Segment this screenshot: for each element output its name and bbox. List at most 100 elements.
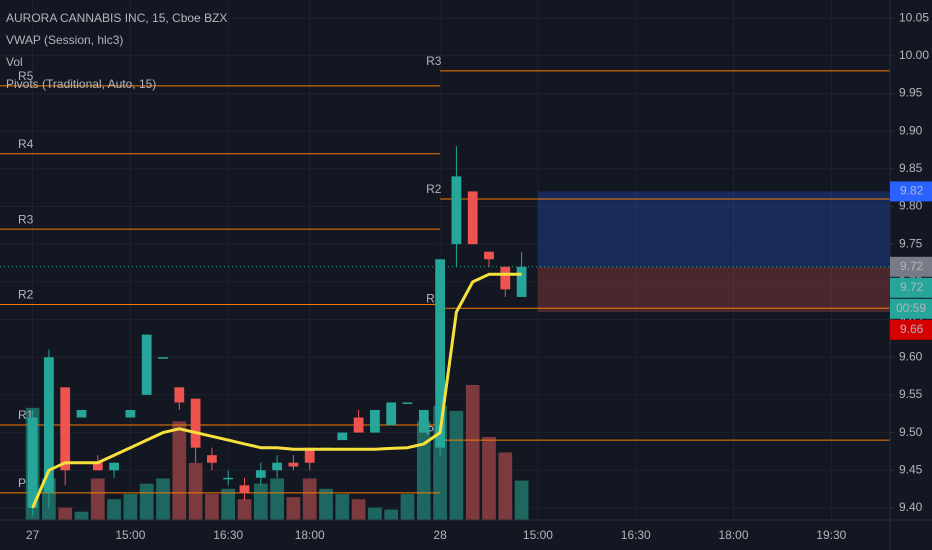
x-tick-label: 18:00 bbox=[295, 528, 325, 542]
candle-body bbox=[141, 334, 152, 395]
indicator-legend: Pivots (Traditional, Auto, 15) bbox=[6, 77, 156, 91]
price-tag-label: 9.72 bbox=[900, 280, 924, 294]
price-tag-label: 9.66 bbox=[900, 322, 924, 336]
volume-bar bbox=[286, 497, 301, 520]
chart-title: AURORA CANNABIS INC, 15, Cboe BZX bbox=[6, 11, 227, 25]
volume-bar bbox=[74, 511, 89, 520]
y-tick-label: 9.80 bbox=[899, 199, 923, 213]
candle-body bbox=[304, 447, 315, 463]
candle-body bbox=[109, 462, 119, 471]
candle-body bbox=[255, 470, 266, 478]
candle-body bbox=[451, 176, 462, 245]
x-tick-label: 16:30 bbox=[213, 528, 243, 542]
volume-bar bbox=[498, 452, 513, 520]
candle-body bbox=[353, 417, 364, 433]
candle-body bbox=[467, 191, 478, 245]
indicator-legend: VWAP (Session, hlc3) bbox=[6, 33, 123, 47]
pivot-label: R2 bbox=[426, 182, 442, 196]
pivot-label: R3 bbox=[18, 212, 34, 226]
y-tick-label: 10.05 bbox=[899, 10, 929, 24]
pivot-label: R4 bbox=[18, 137, 34, 151]
volume-bar bbox=[253, 483, 268, 520]
candle-body bbox=[223, 477, 234, 480]
y-tick-label: 9.90 bbox=[899, 123, 923, 137]
volume-bar bbox=[156, 478, 170, 520]
volume-bar bbox=[368, 507, 382, 520]
volume-bar bbox=[123, 494, 138, 520]
x-tick-label: 27 bbox=[26, 528, 40, 542]
pivot-label: R3 bbox=[426, 54, 442, 68]
volume-bar bbox=[335, 494, 350, 520]
x-tick-label: 16:30 bbox=[621, 528, 651, 542]
volume-bar bbox=[237, 499, 252, 520]
candle-body bbox=[92, 462, 103, 471]
volume-bar bbox=[384, 509, 399, 520]
x-tick-label: 18:00 bbox=[719, 528, 749, 542]
candle-body bbox=[207, 455, 217, 463]
volume-bar bbox=[270, 478, 284, 520]
candle-body bbox=[418, 409, 429, 433]
candle-body bbox=[239, 485, 250, 493]
candle-body bbox=[402, 402, 413, 404]
y-tick-label: 9.50 bbox=[899, 425, 923, 439]
candle-body bbox=[337, 432, 348, 441]
candle-body bbox=[27, 417, 38, 508]
price-tag bbox=[890, 319, 932, 340]
pivot-label: R5 bbox=[18, 69, 34, 83]
volume-bar bbox=[482, 436, 496, 520]
price-tag bbox=[890, 256, 932, 277]
volume-bar bbox=[351, 499, 366, 520]
y-tick-label: 9.60 bbox=[899, 349, 923, 363]
candle-body bbox=[386, 402, 397, 426]
candle-body bbox=[288, 462, 299, 467]
indicator-legend: Vol bbox=[6, 55, 23, 69]
price-tag-label: 9.72 bbox=[900, 259, 924, 273]
candle-body bbox=[500, 266, 511, 290]
vwap-line bbox=[31, 272, 522, 509]
volume-bar bbox=[172, 421, 187, 520]
volume-bar bbox=[221, 488, 236, 520]
volume-bar bbox=[58, 507, 73, 520]
candle-body bbox=[190, 398, 201, 448]
y-tick-label: 10.00 bbox=[899, 48, 929, 62]
volume-bar bbox=[465, 385, 480, 520]
volume-bar bbox=[302, 478, 317, 520]
y-tick-label: 9.75 bbox=[899, 236, 923, 250]
price-tag-label: 9.82 bbox=[900, 184, 924, 198]
price-tag bbox=[890, 277, 932, 298]
candle-body bbox=[76, 409, 87, 418]
candle-body bbox=[125, 409, 136, 418]
volume-bar bbox=[449, 410, 464, 520]
y-tick-label: 9.40 bbox=[899, 500, 923, 514]
price-tag bbox=[890, 181, 932, 202]
candle-body bbox=[516, 266, 527, 297]
y-tick-label: 9.95 bbox=[899, 86, 923, 100]
y-tick-label: 9.45 bbox=[899, 462, 923, 476]
candle-body bbox=[158, 357, 168, 359]
candle-body bbox=[60, 387, 71, 471]
countdown-label: 00:59 bbox=[896, 301, 926, 315]
candle-body bbox=[435, 259, 445, 448]
volume-bar bbox=[400, 494, 415, 520]
x-tick-label: 19:30 bbox=[816, 528, 846, 542]
candle-body bbox=[484, 251, 494, 260]
y-tick-label: 9.85 bbox=[899, 161, 923, 175]
candle-body bbox=[272, 462, 282, 471]
volume-bar bbox=[319, 488, 333, 520]
volume-bar bbox=[205, 494, 219, 520]
x-tick-label: 28 bbox=[433, 528, 447, 542]
candle-body bbox=[44, 357, 54, 493]
volume-bar bbox=[90, 478, 105, 520]
position-target-zone bbox=[537, 191, 890, 267]
volume-bar bbox=[107, 499, 121, 520]
volume-bar bbox=[514, 480, 529, 520]
x-tick-label: 15:00 bbox=[523, 528, 553, 542]
candle-body bbox=[174, 387, 185, 403]
x-tick-label: 15:00 bbox=[115, 528, 145, 542]
volume-bar bbox=[139, 483, 154, 520]
pivot-label: P bbox=[18, 476, 26, 490]
y-tick-label: 9.55 bbox=[899, 387, 923, 401]
countdown-tag bbox=[890, 298, 932, 319]
